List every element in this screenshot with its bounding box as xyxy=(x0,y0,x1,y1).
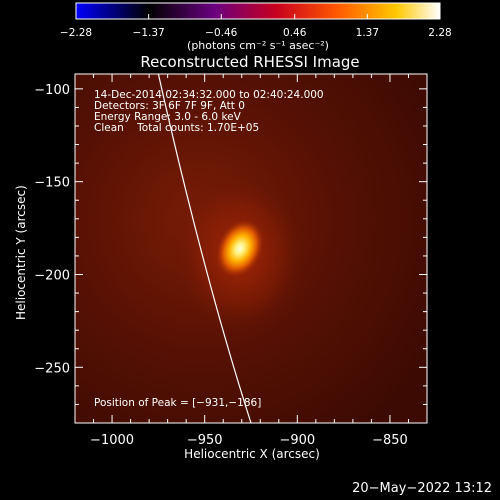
colorbar-units-label: (photons cm⁻² s⁻¹ asec⁻²) xyxy=(187,39,329,52)
heatmap-image xyxy=(75,74,427,423)
solar-limb-line xyxy=(157,74,252,423)
colorbar-tick-label: −1.37 xyxy=(133,27,165,39)
footer-timestamp: 20−May−2022 13:12 xyxy=(352,481,492,496)
x-tick-label: −850 xyxy=(372,433,408,448)
info-time-range: 14-Dec-2014 02:34:32.000 to 02:40:24.000 xyxy=(94,89,324,101)
colorbar-tick-label: −0.46 xyxy=(205,27,237,39)
x-tick-label: −1000 xyxy=(90,433,134,448)
y-tick-label: −250 xyxy=(34,361,70,376)
info-detectors: Detectors: 3F 6F 7F 9F, Att 0 xyxy=(94,100,245,112)
colorbar-tick-label: 2.28 xyxy=(428,27,451,39)
y-tick-label: −100 xyxy=(34,83,70,98)
x-tick-label: −950 xyxy=(187,433,223,448)
y-tick-label: −150 xyxy=(34,176,70,191)
plot-frame xyxy=(74,73,428,424)
flare-source xyxy=(216,219,264,278)
y-axis: −100 −150 −200 −250 xyxy=(34,83,427,405)
colorbar xyxy=(75,2,441,20)
peak-position-label: Position of Peak = [−931,−186] xyxy=(94,397,262,409)
info-clean-counts: Clean Total counts: 1.70E+05 xyxy=(94,122,260,134)
colorbar-tick-label: 1.37 xyxy=(356,27,379,39)
chart-title: Reconstructed RHESSI Image xyxy=(140,53,360,71)
y-axis-label: Heliocentric Y (arcsec) xyxy=(14,185,28,320)
x-axis: −1000 −950 −900 −850 xyxy=(90,74,428,448)
x-axis-label: Heliocentric X (arcsec) xyxy=(184,447,320,461)
x-tick-label: −900 xyxy=(279,433,315,448)
colorbar-tick-label: −2.28 xyxy=(60,27,92,39)
colorbar-ticks: −2.28 −1.37 −0.46 0.46 1.37 2.28 xyxy=(60,14,452,39)
y-tick-label: −200 xyxy=(34,268,70,283)
colorbar-tick-label: 0.46 xyxy=(283,27,307,39)
info-energy-range: Energy Range: 3.0 - 6.0 keV xyxy=(94,111,241,123)
